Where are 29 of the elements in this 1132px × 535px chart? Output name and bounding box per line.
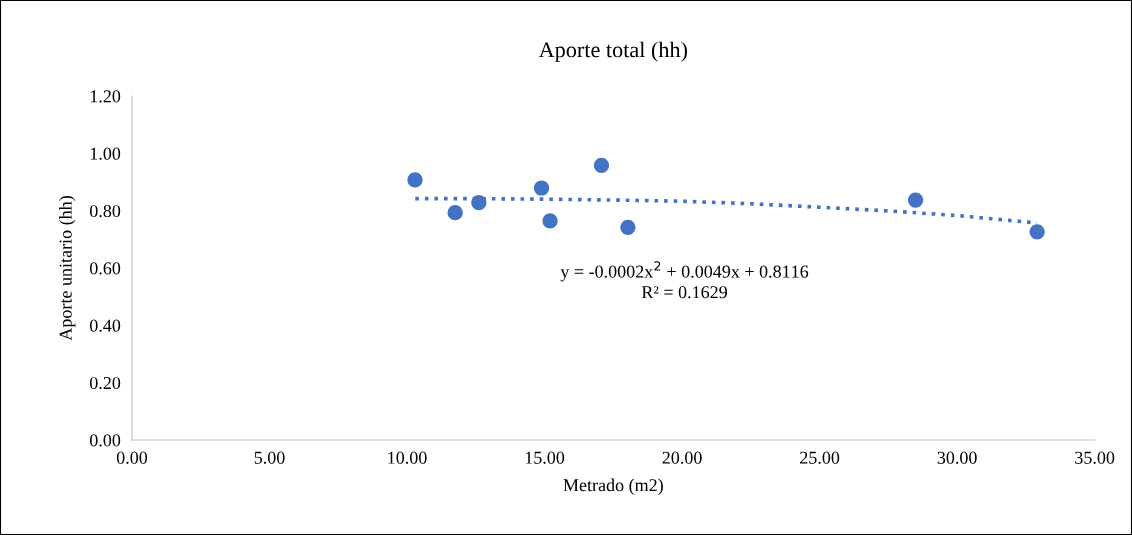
x-tick-label: 35.00: [1075, 451, 1115, 464]
x-tick-label: 15.00: [525, 451, 565, 464]
y-tick-label: 1.00: [90, 147, 121, 160]
y-axis-title: Aporte unitario (hh): [59, 196, 76, 341]
y-tick-label: 0.80: [89, 204, 121, 218]
point: [447, 205, 463, 221]
x-axis-title: Metrado (m2): [563, 478, 663, 495]
point: [533, 180, 550, 196]
point: [1029, 224, 1045, 240]
x-tick-label: 30.00: [937, 451, 977, 464]
x-tick-label: 25.00: [800, 451, 840, 464]
y-tick-label: 0.00: [89, 434, 121, 447]
point: [593, 157, 610, 173]
point: [620, 219, 636, 235]
x-tick-label: 0.00: [116, 451, 148, 464]
x-tick-label: 20.00: [662, 451, 702, 464]
x-tick-label: 5.00: [254, 451, 285, 464]
chart-title: Aporte total (hh): [538, 41, 688, 62]
point: [907, 192, 924, 208]
y-tick-label: 0.20: [89, 376, 121, 390]
y-tick-label: 0.40: [89, 319, 121, 332]
annotation: y = -0.0002x$^{2}$ + 0.0049x + 0.8116: [560, 261, 809, 282]
point: [471, 195, 487, 211]
point: [407, 172, 423, 188]
annotation: R² = 0.1629: [641, 286, 727, 299]
y-tick-label: 1.20: [90, 90, 121, 103]
point: [542, 213, 558, 229]
y-tick-label: 0.60: [89, 262, 121, 275]
x-tick-label: 10.00: [388, 451, 427, 464]
